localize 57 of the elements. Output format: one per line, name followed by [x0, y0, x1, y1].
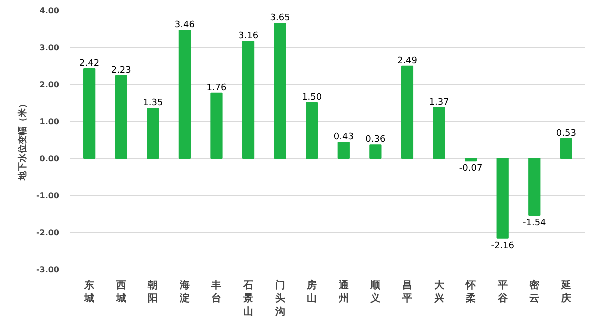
data-label: 3.16 — [238, 32, 259, 42]
bar — [433, 107, 446, 159]
data-label: -2.16 — [491, 241, 515, 252]
data-label: -1.54 — [522, 218, 547, 228]
x-tick-label: 门头沟 — [274, 280, 286, 318]
y-tick-label: -1.00 — [36, 192, 60, 200]
data-label: 1.37 — [429, 98, 450, 108]
x-tick-label: 大兴 — [433, 280, 446, 305]
y-tick-label: 2.00 — [40, 80, 60, 90]
bar — [178, 30, 192, 159]
data-label: 2.49 — [397, 56, 418, 66]
bar — [464, 158, 478, 162]
data-label: 0.36 — [366, 135, 386, 146]
data-label: 1.76 — [206, 83, 228, 94]
x-tick-label: 海淀 — [178, 280, 190, 305]
data-label: 1.35 — [143, 98, 164, 109]
x-tick-label: 昌平 — [401, 280, 412, 305]
data-label: -0.07 — [459, 164, 483, 174]
x-tick-label: 东城 — [84, 280, 95, 305]
bar — [528, 158, 541, 216]
data-label: 0.53 — [556, 128, 576, 139]
bar — [147, 108, 160, 159]
x-tick-label: 通州 — [338, 280, 350, 305]
y-tick-label: -3.00 — [36, 266, 60, 274]
y-tick-label: -2.00 — [36, 228, 60, 238]
data-label: 2.42 — [80, 59, 100, 69]
x-tick-label: 延庆 — [560, 280, 572, 305]
x-tick-label: 朝阳 — [147, 280, 158, 305]
bar — [401, 66, 414, 159]
x-tick-label: 怀柔 — [465, 280, 478, 305]
x-tick-label: 平谷 — [496, 280, 509, 305]
y-tick-label: 1.00 — [40, 118, 60, 126]
bar — [274, 22, 286, 159]
x-tick-label: 西城 — [115, 280, 126, 305]
data-label: 1.50 — [302, 93, 322, 104]
x-tick-label: 密云 — [530, 280, 541, 305]
bar — [496, 158, 509, 239]
x-tick-label: 房山 — [306, 280, 318, 305]
data-label: 0.43 — [334, 132, 354, 143]
y-axis-title: 地下水位变幅（米） — [17, 100, 28, 182]
data-label: 3.46 — [174, 20, 196, 31]
data-label: 2.23 — [111, 66, 132, 76]
x-tick-label: 石景山 — [242, 280, 254, 318]
bar — [306, 102, 318, 159]
y-tick-label: 3.00 — [40, 44, 60, 52]
bar — [560, 138, 572, 159]
bar — [210, 92, 223, 159]
y-tick-label: 4.00 — [40, 6, 60, 16]
bar — [242, 41, 255, 159]
bar — [370, 144, 382, 159]
x-tick-label: 顺义 — [370, 280, 382, 305]
x-tick-label: 丰台 — [210, 280, 222, 305]
bar — [115, 75, 128, 159]
y-tick-label: 0.00 — [40, 154, 60, 164]
bar — [84, 68, 96, 159]
data-label: 3.65 — [270, 13, 290, 24]
bar — [338, 142, 350, 159]
